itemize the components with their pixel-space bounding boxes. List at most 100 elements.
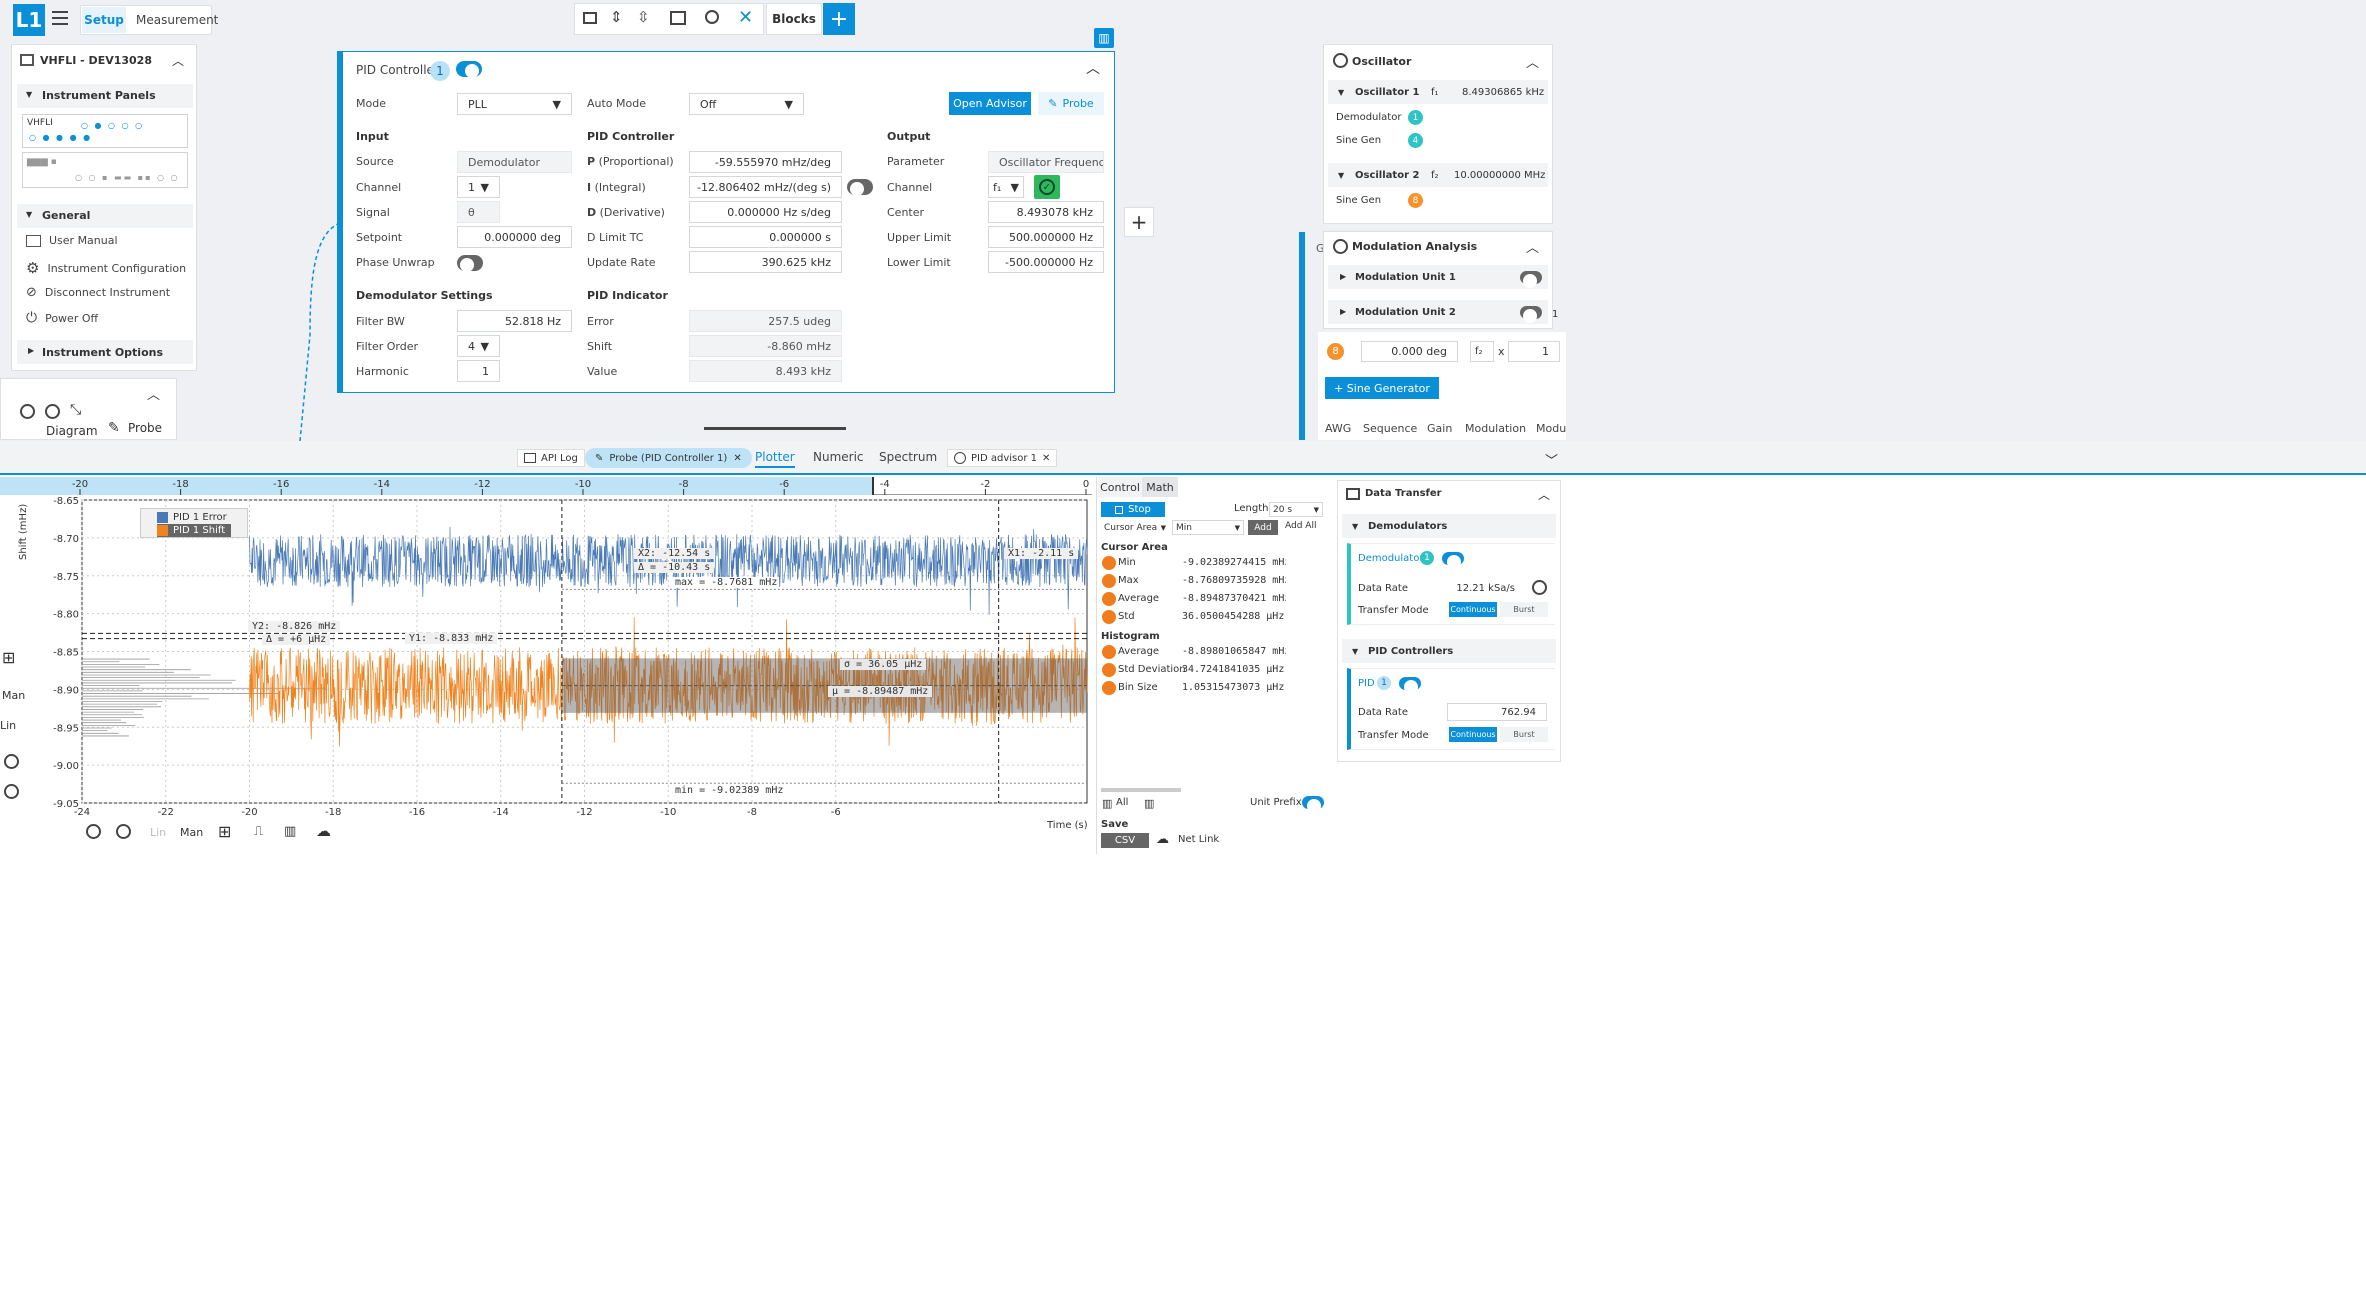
legend-shift[interactable]: PID 1 Shift <box>157 524 232 537</box>
output-channel-select[interactable]: f₁ ▼ <box>988 176 1024 198</box>
mod-unit1-toggle[interactable] <box>1520 271 1542 288</box>
upper-limit-input[interactable]: 500.000000 Hz <box>988 226 1104 248</box>
plot-area[interactable]: -24 -22 -20 -18 -16 -14 -12 -10 -8 -6 -8.65 -8.70 -8… <box>0 495 1096 825</box>
pid-advisor-tab[interactable]: PID advisor 1 ✕ <box>947 449 1058 467</box>
cursor-mode-icon[interactable]: ⊞ <box>2 648 16 667</box>
tab-modulation[interactable]: Modulation <box>1465 422 1527 435</box>
math-tab[interactable]: Math <box>1142 477 1178 497</box>
x-zoom-out-icon[interactable] <box>116 824 131 839</box>
chevron-up-icon[interactable]: ︿ <box>147 388 161 403</box>
setpoint-input[interactable]: 0.000000 deg <box>457 226 572 248</box>
row8-phase-input[interactable]: 0.000 deg <box>1361 341 1458 362</box>
dt-pid-toggle[interactable] <box>1399 677 1421 694</box>
pid-controllers-header[interactable] <box>1342 639 1556 663</box>
logo[interactable]: L1 <box>13 4 45 36</box>
instrument-configuration-link[interactable]: ⚙ Instrument Configuration <box>26 259 186 277</box>
probe-pid-tab[interactable]: ✎ Probe (PID Controller 1) ✕ <box>585 448 752 468</box>
lower-limit-input[interactable]: -500.000000 Hz <box>988 251 1104 273</box>
d-input[interactable]: 0.000000 Hz s/deg <box>689 201 842 223</box>
add-block-button[interactable]: + <box>823 3 855 35</box>
zoom-in-icon[interactable] <box>4 784 19 799</box>
legend[interactable]: PID 1 Error PID 1 Shift <box>140 508 248 538</box>
add-button[interactable]: Add <box>1248 520 1278 535</box>
x-zoom-in-icon[interactable] <box>86 824 101 839</box>
general-header[interactable] <box>17 204 193 228</box>
row8-mult-input[interactable]: 1 <box>1508 341 1560 362</box>
expand-vertical-icon[interactable]: ⇳ <box>637 8 650 26</box>
y-man-label[interactable]: Man <box>2 689 26 702</box>
add-block-plus-button[interactable]: + <box>1124 207 1154 237</box>
channel-select[interactable]: 1 ▼ <box>457 176 500 198</box>
table-icon[interactable] <box>583 12 597 24</box>
zoom-out-icon[interactable] <box>4 754 19 769</box>
histogram-row-dot[interactable] <box>1102 645 1116 659</box>
tab-gain[interactable]: Gain <box>1427 422 1453 435</box>
probe-label[interactable]: Probe <box>128 421 163 435</box>
diagram-label[interactable]: Diagram <box>46 424 98 438</box>
power-off-link[interactable]: ⏻ Power Off <box>26 310 98 326</box>
x-man-label[interactable]: Man <box>180 826 204 839</box>
net-link-button[interactable]: Net Link <box>1178 834 1220 845</box>
close-icon[interactable]: ✕ <box>733 452 742 464</box>
phase-unwrap-toggle[interactable] <box>457 255 483 272</box>
tab-setup[interactable]: Setup <box>82 7 126 33</box>
dt-pid-rate-input[interactable]: 762.94 <box>1447 703 1547 721</box>
api-log-tab[interactable]: API Log <box>517 449 585 467</box>
rate-dial-icon[interactable] <box>1532 580 1547 595</box>
all-label[interactable]: All <box>1116 797 1129 808</box>
filter-order-select[interactable]: 4 ▼ <box>457 335 500 357</box>
tab-measurement[interactable]: Measurement <box>136 13 219 27</box>
probe-button[interactable]: ✎ Probe <box>1038 92 1104 115</box>
search-icon[interactable] <box>705 10 719 24</box>
scroll-indicator[interactable] <box>704 427 846 430</box>
length-select[interactable]: 20 s ▼ <box>1269 502 1323 517</box>
x-cursor-icon[interactable]: ⊞ <box>218 822 232 841</box>
min-select[interactable]: Min ▼ <box>1172 520 1244 535</box>
cloud-upload-icon[interactable]: ☁ <box>316 822 331 840</box>
row8-symbol[interactable]: f₂ <box>1470 341 1494 362</box>
hide-icon[interactable] <box>670 11 686 25</box>
collapse-vertical-icon[interactable]: ⇕ <box>610 8 623 26</box>
chevron-up-icon[interactable]: ︿ <box>1538 488 1551 502</box>
chevron-up-icon[interactable]: ︿ <box>1526 56 1540 71</box>
overview-strip[interactable] <box>0 477 1092 495</box>
instrument-options-header[interactable] <box>17 340 193 364</box>
spectrum-tab[interactable]: Spectrum <box>879 450 938 464</box>
histogram-row-dot[interactable] <box>1102 663 1116 677</box>
cursor-area-select[interactable]: Cursor Area ▼ <box>1101 520 1169 535</box>
open-advisor-button[interactable]: Open Advisor <box>949 92 1031 115</box>
x-lin-label[interactable]: Lin <box>150 826 167 839</box>
tab-sequence[interactable]: Sequence <box>1363 422 1418 435</box>
disconnect-instrument-link[interactable]: ⊘ Disconnect Instrument <box>26 285 170 300</box>
chevron-down-icon[interactable]: ﹀ <box>1545 454 1559 469</box>
mod-unit1-header[interactable] <box>1328 265 1548 289</box>
trash-icon[interactable]: ▥ <box>1144 797 1155 810</box>
unit-prefix-toggle[interactable] <box>1302 796 1324 813</box>
chevron-up-icon[interactable]: ︿ <box>1086 61 1100 77</box>
histogram-icon[interactable]: ▥ <box>284 824 297 839</box>
panel-thumbnail-1[interactable]: VHFLI ○ ● ● ● ● ○ ● ○ ○ ○ <box>22 114 188 148</box>
trigger-icon[interactable]: ⎍ <box>254 824 264 839</box>
cursor-area-row-dot[interactable] <box>1102 592 1116 606</box>
menu-icon[interactable] <box>52 11 68 25</box>
csv-button[interactable]: CSV <box>1101 833 1149 848</box>
i-toggle[interactable] <box>847 179 873 196</box>
pid-enable-toggle[interactable] <box>456 61 482 78</box>
osc1-header[interactable] <box>1328 80 1548 104</box>
math-scrollbar[interactable] <box>1101 788 1181 792</box>
zoom-out-icon[interactable] <box>45 404 60 419</box>
instrument-panels-header[interactable] <box>17 84 193 108</box>
zoom-in-icon[interactable] <box>20 404 35 419</box>
harmonic-input[interactable]: 1 <box>457 360 500 382</box>
tab-awg[interactable]: AWG <box>1325 422 1352 435</box>
mod-unit2-header[interactable] <box>1328 300 1548 324</box>
d-limit-input[interactable]: 0.000000 s <box>689 226 842 248</box>
legend-error[interactable]: PID 1 Error <box>157 511 227 524</box>
histogram-row-dot[interactable] <box>1102 681 1116 695</box>
tools-icon[interactable]: ✕ <box>738 7 754 28</box>
trash-icon[interactable]: ▥ <box>1094 28 1114 48</box>
dt-pid-continuous-button[interactable]: Continuous <box>1449 727 1497 742</box>
cursor-area-row-dot[interactable] <box>1102 556 1116 570</box>
update-rate-input[interactable]: 390.625 kHz <box>689 251 842 273</box>
filter-bw-input[interactable]: 52.818 Hz <box>457 310 572 332</box>
